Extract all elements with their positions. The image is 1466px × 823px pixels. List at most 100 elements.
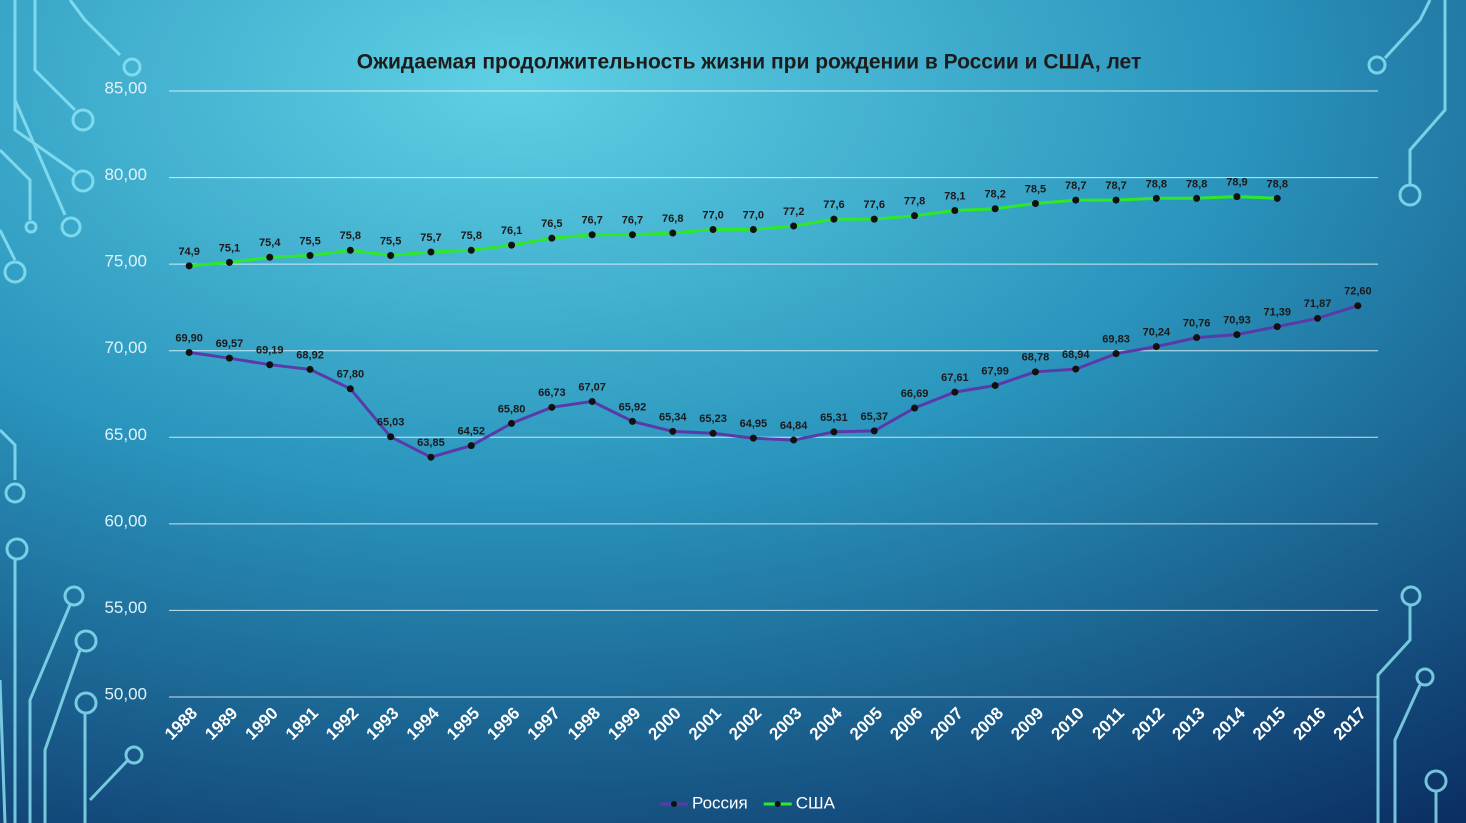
point	[669, 427, 677, 435]
legend-marker	[774, 801, 781, 807]
data-label: 67,07	[578, 381, 606, 393]
data-label: 69,57	[216, 338, 244, 350]
data-label: 78,7	[1105, 180, 1126, 192]
data-label: 75,1	[219, 242, 240, 254]
data-label: 77,6	[864, 199, 885, 211]
point	[185, 348, 193, 356]
point	[306, 365, 314, 373]
data-label: 75,4	[259, 237, 281, 249]
data-label: 75,8	[340, 230, 361, 242]
series-line	[189, 195, 1278, 268]
point	[185, 262, 193, 270]
point	[1233, 193, 1241, 201]
point	[991, 205, 999, 213]
data-label: 65,34	[659, 411, 687, 423]
point	[1031, 200, 1039, 208]
point	[225, 258, 233, 266]
data-label: 78,8	[1186, 178, 1207, 190]
point	[790, 436, 798, 444]
data-label: 75,7	[420, 232, 441, 244]
data-label: 65,03	[377, 417, 405, 429]
data-label: 70,76	[1183, 317, 1211, 329]
point	[548, 403, 556, 411]
point	[508, 419, 516, 427]
data-label: 65,37	[860, 411, 888, 423]
data-label: 77,0	[702, 209, 723, 221]
point	[1112, 350, 1120, 358]
legend-label: Россия	[692, 793, 748, 812]
data-label: 75,5	[380, 235, 401, 247]
point	[588, 397, 596, 405]
point	[749, 434, 757, 442]
data-label: 68,78	[1022, 352, 1050, 364]
data-label: 76,8	[662, 213, 683, 225]
point	[588, 231, 596, 239]
data-label: 78,5	[1025, 183, 1046, 195]
point	[951, 206, 959, 214]
point	[628, 231, 636, 239]
data-label: 76,1	[501, 225, 522, 237]
data-label: 70,24	[1143, 326, 1171, 338]
point	[306, 251, 314, 259]
point	[1273, 194, 1281, 202]
point	[870, 427, 878, 435]
point	[467, 246, 475, 254]
point	[427, 248, 435, 256]
data-label: 71,87	[1304, 298, 1332, 310]
point	[387, 251, 395, 259]
data-label: 76,5	[541, 218, 562, 230]
point	[1031, 368, 1039, 376]
data-label: 63,85	[417, 437, 445, 449]
data-label: 71,39	[1263, 307, 1291, 319]
data-label: 75,8	[461, 230, 482, 242]
point	[387, 433, 395, 441]
y-tick-label: 60,00	[104, 511, 147, 530]
point	[1072, 365, 1080, 373]
data-label: 65,31	[820, 412, 848, 424]
point	[1233, 331, 1241, 339]
y-tick-label: 50,00	[104, 684, 147, 703]
data-label: 78,8	[1267, 178, 1288, 190]
point	[1273, 323, 1281, 331]
data-label: 67,80	[337, 369, 365, 381]
point	[1314, 314, 1322, 322]
data-label: 69,83	[1102, 334, 1130, 346]
data-label: 72,60	[1344, 286, 1372, 298]
point	[628, 417, 636, 425]
point	[1152, 194, 1160, 202]
point	[911, 212, 919, 220]
y-tick-label: 75,00	[104, 252, 147, 271]
data-label: 78,1	[944, 190, 965, 202]
data-label: 74,9	[178, 246, 199, 258]
data-label: 67,61	[941, 372, 969, 384]
point	[749, 226, 757, 234]
point	[225, 354, 233, 362]
point	[467, 442, 475, 450]
y-tick-label: 80,00	[104, 165, 147, 184]
point	[991, 382, 999, 390]
data-label: 76,7	[622, 215, 643, 227]
data-label: 78,2	[984, 189, 1005, 201]
point	[346, 246, 354, 254]
point	[266, 253, 274, 261]
point	[1112, 196, 1120, 204]
data-label: 77,8	[904, 196, 925, 208]
point	[1354, 302, 1362, 310]
y-tick-label: 55,00	[104, 598, 147, 617]
data-label: 78,9	[1226, 177, 1247, 189]
y-tick-label: 65,00	[104, 425, 147, 444]
point	[508, 241, 516, 249]
data-label: 65,92	[619, 401, 647, 413]
data-label: 78,8	[1146, 178, 1167, 190]
point	[830, 215, 838, 223]
data-label: 69,90	[175, 332, 203, 344]
data-label: 66,73	[538, 387, 566, 399]
data-label: 65,23	[699, 413, 727, 425]
point	[709, 226, 717, 234]
point	[266, 361, 274, 369]
data-label: 77,0	[743, 209, 764, 221]
point	[1193, 334, 1201, 342]
